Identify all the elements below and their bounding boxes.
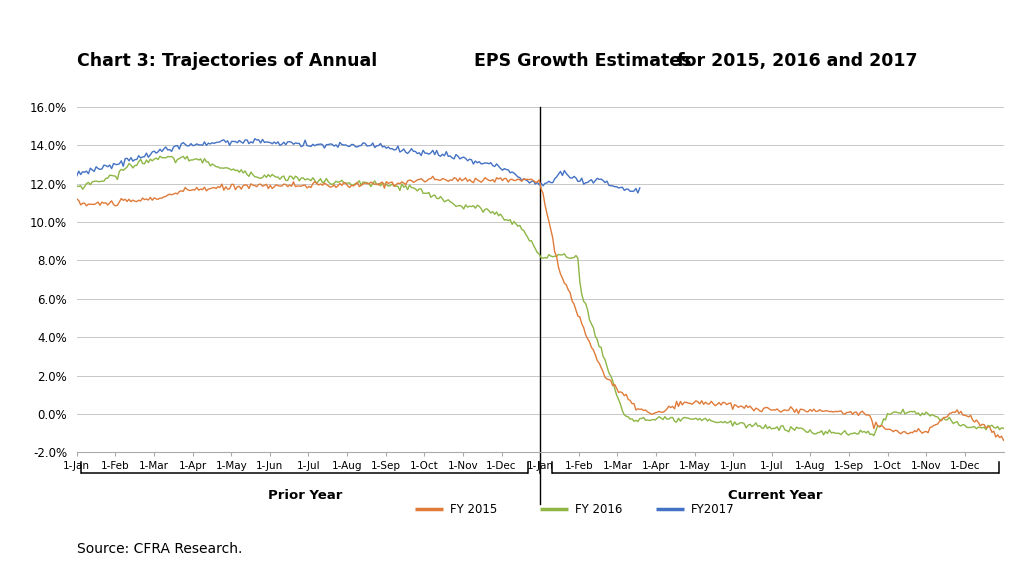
- Text: Prior Year: Prior Year: [267, 488, 342, 502]
- Text: EPS Growth Estimates: EPS Growth Estimates: [474, 52, 691, 70]
- Text: FY 2016: FY 2016: [575, 502, 623, 515]
- Text: Chart 3: Trajectories of Annual: Chart 3: Trajectories of Annual: [77, 52, 383, 70]
- Text: for 2015, 2016 and 2017: for 2015, 2016 and 2017: [671, 52, 918, 70]
- Text: FY 2015: FY 2015: [451, 502, 498, 515]
- Text: FY2017: FY2017: [691, 502, 735, 515]
- Text: Current Year: Current Year: [728, 488, 823, 502]
- Text: Source: CFRA Research.: Source: CFRA Research.: [77, 542, 242, 556]
